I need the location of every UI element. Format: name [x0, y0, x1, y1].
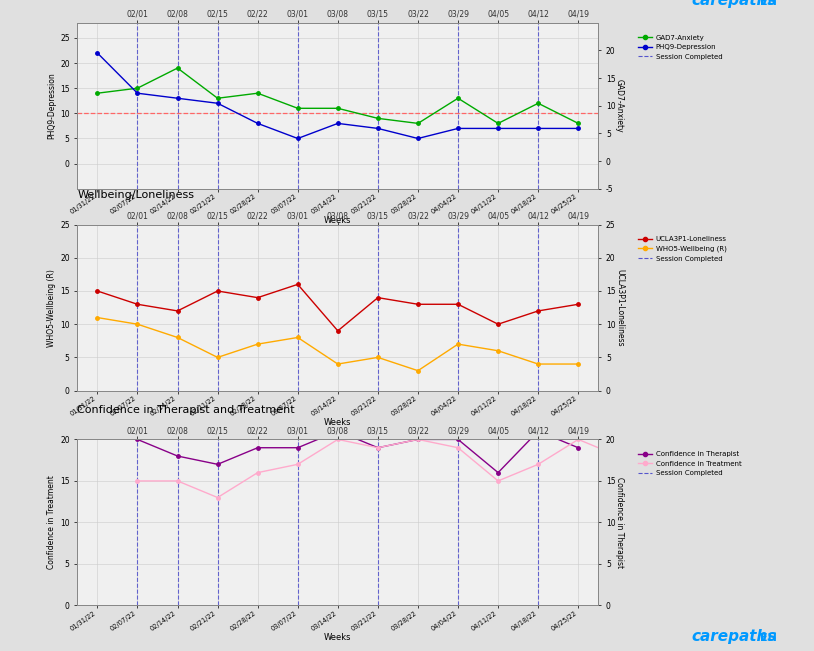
- Y-axis label: Confidence in Treatment: Confidence in Treatment: [47, 475, 56, 570]
- X-axis label: Weeks: Weeks: [324, 633, 352, 642]
- X-axis label: Weeks: Weeks: [324, 217, 352, 225]
- Y-axis label: UCLA3P1-Loneliness: UCLA3P1-Loneliness: [615, 269, 624, 346]
- Text: EH: EH: [760, 0, 777, 7]
- Legend: GAD7-Anxiety, PHQ9-Depression, Session Completed: GAD7-Anxiety, PHQ9-Depression, Session C…: [638, 35, 722, 59]
- Legend: UCLA3P1-Loneliness, WHO5-Wellbeing (R), Session Completed: UCLA3P1-Loneliness, WHO5-Wellbeing (R), …: [638, 236, 727, 262]
- Y-axis label: GAD7-Anxiety: GAD7-Anxiety: [615, 79, 624, 133]
- Text: carepaths: carepaths: [692, 0, 777, 8]
- X-axis label: Weeks: Weeks: [324, 419, 352, 427]
- Y-axis label: Confidence in Therapist: Confidence in Therapist: [615, 477, 624, 568]
- Text: Confidence in Therapist and Treatment: Confidence in Therapist and Treatment: [77, 405, 295, 415]
- Legend: Confidence in Therapist, Confidence in Treatment, Session Completed: Confidence in Therapist, Confidence in T…: [638, 451, 742, 476]
- Text: Wellbeing/Loneliness: Wellbeing/Loneliness: [77, 190, 195, 200]
- Y-axis label: PHQ9-Depression: PHQ9-Depression: [47, 72, 56, 139]
- Y-axis label: WHO5-Wellbeing (R): WHO5-Wellbeing (R): [47, 269, 56, 346]
- Text: EH: EH: [760, 633, 777, 643]
- Text: carepaths: carepaths: [692, 630, 777, 644]
